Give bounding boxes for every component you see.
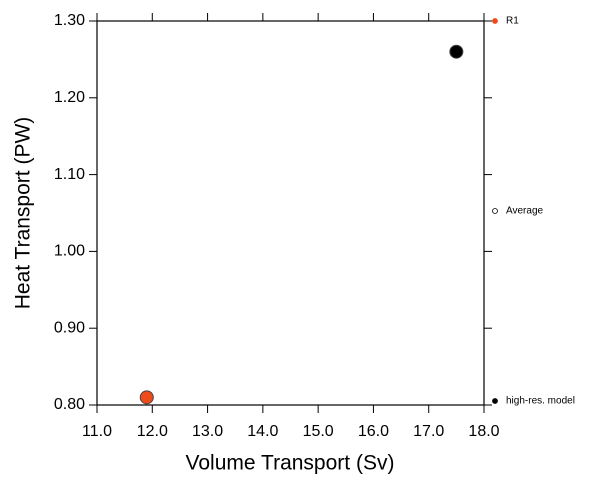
legend-label: Average [506, 206, 544, 217]
x-tick-label: 12.0 [137, 423, 168, 440]
legend-marker [492, 398, 498, 404]
legend-label: R1 [506, 16, 519, 27]
x-tick-label: 11.0 [82, 423, 112, 440]
y-tick-label: 1.00 [54, 243, 85, 260]
y-tick-label: 1.20 [54, 89, 85, 106]
y-tick-label: 0.80 [54, 396, 85, 413]
y-tick-label: 0.90 [54, 319, 85, 336]
x-tick-label: 18.0 [468, 423, 499, 440]
plot-frame [96, 20, 485, 406]
point [139, 390, 154, 405]
legend-label: high-res. model [506, 396, 575, 407]
x-tick-label: 16.0 [358, 423, 389, 440]
legend-marker [492, 208, 498, 214]
y-tick-label: 1.10 [54, 166, 85, 183]
y-tick-label: 1.30 [54, 12, 85, 29]
x-axis-label: Volume Transport (Sv) [186, 452, 395, 475]
legend-marker [492, 18, 498, 24]
x-tick-label: 15.0 [303, 423, 334, 440]
x-tick-label: 17.0 [413, 423, 444, 440]
point [449, 44, 464, 59]
x-tick-label: 14.0 [247, 423, 278, 440]
y-axis-label: Heat Transport (PW) [12, 117, 35, 310]
x-tick-label: 13.0 [192, 423, 223, 440]
